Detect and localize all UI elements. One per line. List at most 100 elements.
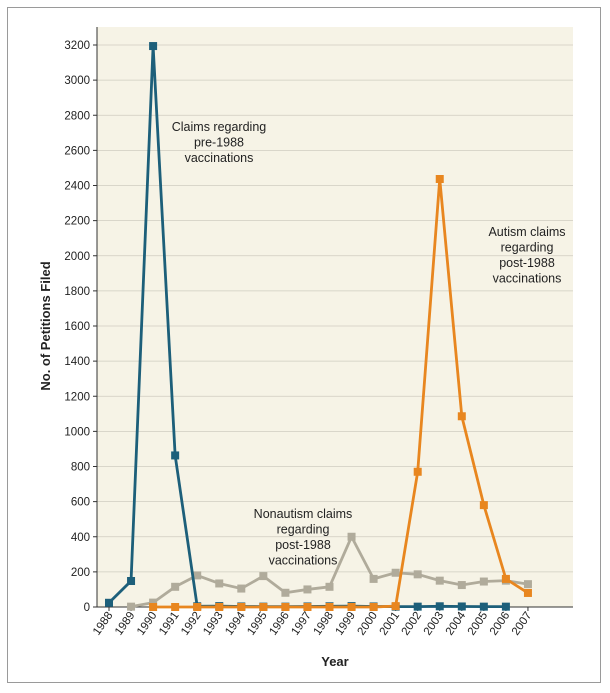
data-point [369, 574, 378, 583]
x-tick-label: 2002 [400, 610, 425, 638]
data-point [413, 570, 422, 579]
x-tick-label: 2005 [466, 610, 491, 638]
y-axis-title: No. of Petitions Filed [38, 261, 53, 390]
data-point [325, 603, 334, 611]
data-point [479, 577, 488, 586]
data-point [435, 576, 444, 585]
y-tick-label: 2000 [64, 251, 90, 263]
data-point [457, 581, 466, 590]
annotation-line: pre-1988 [194, 136, 244, 150]
data-point [171, 603, 180, 611]
data-point [127, 577, 136, 586]
annotation-line: Autism claims [488, 225, 565, 239]
x-tick-label: 1992 [179, 610, 204, 638]
data-point [303, 603, 312, 611]
data-point [215, 603, 224, 611]
x-tick-label: 2001 [378, 610, 403, 638]
y-tick-label: 2800 [64, 110, 90, 122]
y-tick-label: 600 [71, 497, 90, 509]
x-tick-label: 2006 [488, 610, 513, 638]
data-point [413, 602, 422, 611]
data-point [193, 603, 202, 611]
data-point [435, 602, 444, 611]
x-tick-label: 1998 [311, 610, 336, 638]
annotation-line: vaccinations [269, 554, 338, 568]
y-tick-label: 0 [84, 602, 90, 614]
x-tick-label: 2000 [356, 610, 381, 638]
annotation-line: Claims regarding [172, 120, 267, 134]
annotation-line: regarding [277, 523, 330, 537]
data-point [479, 501, 488, 510]
annotations: Claims regarding pre-1988 vaccinationsAuti… [172, 120, 566, 568]
x-tick-label: 1991 [157, 610, 182, 638]
data-point [149, 598, 158, 607]
series-group [105, 42, 532, 611]
data-point [347, 532, 356, 541]
data-point [501, 574, 510, 583]
data-point [171, 451, 180, 460]
y-tick-label: 3200 [64, 40, 90, 52]
data-point [171, 582, 180, 591]
x-axis-title: Year [321, 654, 348, 669]
data-point [281, 588, 290, 597]
y-tick-label: 1800 [64, 286, 90, 298]
x-tick-label: 1990 [135, 610, 160, 638]
data-point [479, 602, 488, 611]
y-tick-label: 800 [71, 462, 90, 474]
x-tick-label: 2004 [444, 609, 469, 637]
data-point [237, 584, 246, 593]
data-point [259, 603, 268, 611]
x-tick-label: 1993 [201, 610, 226, 638]
annotation-2: Autism claims regarding post-1988 vaccinati… [488, 225, 565, 286]
y-tick-label: 2200 [64, 216, 90, 228]
data-point [457, 602, 466, 611]
data-point [105, 598, 113, 607]
y-tick-label: 1600 [64, 321, 90, 333]
y-tick-label: 2400 [64, 181, 90, 193]
y-tick-label: 1400 [64, 356, 90, 368]
annotation-line: post-1988 [275, 538, 331, 552]
annotation-1: Claims regarding pre-1988 vaccinations [172, 120, 267, 165]
data-point [303, 585, 312, 594]
data-point [281, 603, 290, 611]
data-point [259, 572, 268, 581]
data-point [501, 602, 510, 611]
data-point [347, 603, 356, 611]
x-tick-label: 1988 [91, 610, 116, 638]
data-point [215, 579, 224, 588]
y-tick-labels: 0 200 400 600 800 1000 1200 1400 1600 1800 2000 220… [64, 40, 90, 614]
annotation-line: regarding [501, 241, 554, 255]
x-tick-label: 1989 [113, 610, 138, 638]
x-tick-labels: 1988198919901991199219931994199519961997… [91, 609, 534, 637]
x-tick-label: 1996 [267, 610, 292, 638]
data-point [523, 588, 532, 597]
annotation-line: Nonautism claims [254, 507, 353, 521]
data-point [523, 580, 532, 589]
data-point [391, 602, 400, 611]
data-point [237, 603, 246, 611]
x-tick-label: 2003 [422, 610, 447, 638]
data-point [369, 603, 378, 611]
data-point [127, 602, 136, 611]
x-tick-label: 1997 [289, 610, 314, 638]
x-tick-label: 2007 [510, 610, 535, 638]
y-tick-label: 200 [71, 567, 90, 579]
x-tick-label: 1994 [223, 609, 248, 637]
annotation-3: Nonautism claims regarding post-1988 vaccin… [254, 507, 353, 568]
y-tick-label: 400 [71, 532, 90, 544]
data-point [435, 175, 444, 184]
x-tick-label: 1995 [245, 610, 270, 638]
data-point [413, 467, 422, 476]
annotation-line: vaccinations [185, 151, 254, 165]
data-point [391, 568, 400, 577]
annotation-line: vaccinations [493, 272, 562, 286]
data-point [457, 412, 466, 421]
annotation-line: post-1988 [499, 256, 555, 270]
y-tick-label: 2600 [64, 145, 90, 157]
y-tick-label: 1000 [64, 426, 90, 438]
plot-area [97, 27, 573, 607]
data-point [149, 603, 158, 611]
y-tick-label: 1200 [64, 391, 90, 403]
data-point [149, 42, 158, 51]
